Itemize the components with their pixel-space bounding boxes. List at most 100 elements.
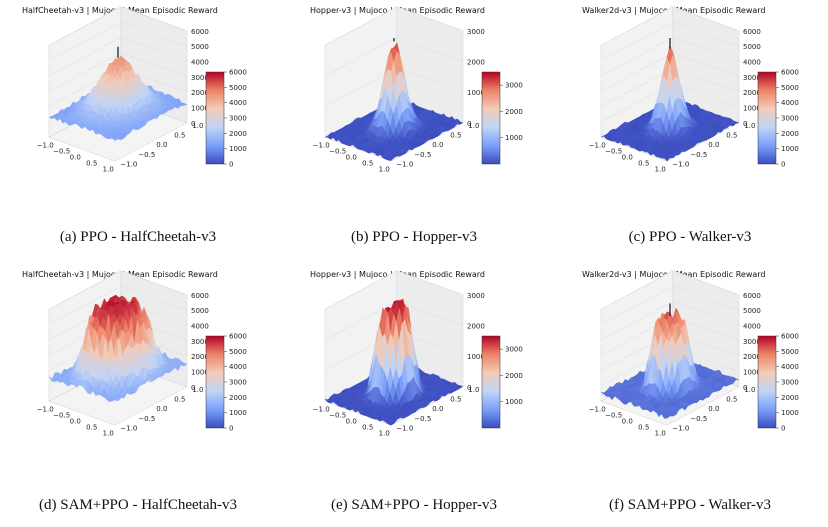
x-tick-label: 1.0 <box>379 166 390 174</box>
x-tick-label: −0.5 <box>53 148 70 156</box>
z-tick-label: 1000 <box>191 104 209 112</box>
y-tick-label: −1.0 <box>396 424 413 432</box>
colorbar-tick-label: 2000 <box>505 372 523 380</box>
x-tick-label: 0.5 <box>638 424 649 432</box>
z-tick-label: 6000 <box>743 292 761 300</box>
colorbar <box>481 335 501 429</box>
gridline <box>600 301 740 341</box>
x-tick-label: 0.5 <box>86 424 97 432</box>
x-tick-label: −0.5 <box>329 148 346 156</box>
surface-facet <box>111 137 119 141</box>
y-tick-label: 1.0 <box>744 122 755 130</box>
z-tick-label: 1000 <box>743 368 761 376</box>
z-tick-label: 0 <box>743 384 747 392</box>
x-tick-label: −0.5 <box>605 148 622 156</box>
y-tick-label: 0.5 <box>450 396 461 404</box>
colorbar-tick-label: 4000 <box>781 363 799 371</box>
z-tick-label: 2000 <box>743 89 761 97</box>
z-tick-label: 6000 <box>191 292 209 300</box>
y-tick-label: −0.5 <box>690 151 707 159</box>
y-tick-label: 1.0 <box>468 386 479 394</box>
gridline <box>48 52 188 92</box>
surface-facet <box>664 415 671 419</box>
z-tick-label: 4000 <box>191 58 209 66</box>
colorbar-tick-label: 5000 <box>229 348 247 356</box>
x-tick-label: −1.0 <box>589 142 606 150</box>
colorbar <box>757 335 777 429</box>
colorbar-tick-label: 0 <box>781 425 785 433</box>
gridline <box>48 270 188 310</box>
colorbar-tick-label: 3000 <box>781 115 799 123</box>
gridline <box>48 6 188 46</box>
colorbar-tick-label: 5000 <box>781 348 799 356</box>
colorbar-tick-label: 2000 <box>229 394 247 402</box>
y-tick-label: −1.0 <box>396 160 413 168</box>
y-tick-label: −1.0 <box>120 424 137 432</box>
y-tick-label: 0.0 <box>432 405 443 413</box>
z-tick-label: 3000 <box>743 338 761 346</box>
colorbar-tick-label: 1000 <box>505 134 523 142</box>
z-tick-label: 1000 <box>743 104 761 112</box>
surface-plot: −1.0−0.50.00.51.01.00.50.0−0.5−1.0010002… <box>313 6 523 174</box>
gridline <box>600 270 740 310</box>
colorbar-tick-label: 4000 <box>229 363 247 371</box>
surface <box>48 294 188 402</box>
x-tick-label: 0.5 <box>638 160 649 168</box>
x-tick-label: 0.5 <box>362 160 373 168</box>
x-tick-label: 1.0 <box>379 430 390 438</box>
x-tick-label: 0.0 <box>70 154 81 162</box>
y-tick-label: −1.0 <box>120 160 137 168</box>
surface <box>600 307 740 419</box>
colorbar-tick-label: 3000 <box>781 379 799 387</box>
colorbar-tick-label: 0 <box>229 425 233 433</box>
surface <box>48 55 188 141</box>
surface-plot: −1.0−0.50.00.51.01.00.50.0−0.5−1.0010002… <box>37 270 247 438</box>
panel-e: Hopper-v3 | Mujoco | Mean Episodic Rewar… <box>276 264 552 527</box>
gridline <box>600 316 740 356</box>
colorbar-tick-label: 2000 <box>505 108 523 116</box>
figure-caption: (f) SAM+PPO - Walker-v3 <box>608 497 772 513</box>
gridline <box>600 285 740 325</box>
y-tick-label: 0.5 <box>726 396 737 404</box>
y-tick-label: −0.5 <box>138 151 155 159</box>
panel-d: HalfCheetah-v3 | Mujoco | Mean Episodic … <box>0 264 276 527</box>
colorbar-tick-label: 3000 <box>229 379 247 387</box>
x-tick-label: −0.5 <box>53 412 70 420</box>
gridline <box>324 270 464 310</box>
panel-c: Walker2d-v3 | Mujoco | Mean Episodic Rew… <box>552 0 828 263</box>
colorbar-tick-label: 6000 <box>229 69 247 77</box>
y-tick-label: 1.0 <box>744 386 755 394</box>
surface-plot: −1.0−0.50.00.51.01.00.50.0−0.5−1.0010002… <box>589 270 799 438</box>
figure-caption: (b) PPO - Hopper-v3 <box>351 229 477 245</box>
y-tick-label: 0.0 <box>708 405 719 413</box>
x-tick-label: −1.0 <box>313 406 330 414</box>
y-tick-label: −0.5 <box>414 415 431 423</box>
x-tick-label: −0.5 <box>329 412 346 420</box>
gridline <box>48 37 188 77</box>
x-tick-label: −0.5 <box>605 412 622 420</box>
z-tick-label: 2000 <box>467 58 485 66</box>
colorbar-tick-label: 1000 <box>229 145 247 153</box>
y-tick-label: 0.5 <box>174 396 185 404</box>
z-tick-label: 0 <box>191 384 195 392</box>
colorbar <box>481 71 501 165</box>
colorbar-tick-label: 5000 <box>781 84 799 92</box>
colorbar-tick-label: 6000 <box>229 333 247 341</box>
x-tick-label: −1.0 <box>37 406 54 414</box>
gridline <box>324 37 464 77</box>
figure-caption: (d) SAM+PPO - HalfCheetah-v3 <box>38 497 238 513</box>
colorbar-tick-label: 4000 <box>781 99 799 107</box>
colorbar-tick-label: 1000 <box>781 145 799 153</box>
y-tick-label: −0.5 <box>690 415 707 423</box>
colorbar-tick-label: 2000 <box>781 130 799 138</box>
z-tick-label: 2000 <box>743 353 761 361</box>
x-tick-label: 0.5 <box>86 160 97 168</box>
panel-f: Walker2d-v3 | Mujoco | Mean Episodic Rew… <box>552 264 828 527</box>
colorbar <box>205 71 225 165</box>
surface-plot: −1.0−0.50.00.51.01.00.50.0−0.5−1.0010002… <box>37 6 247 174</box>
z-tick-label: 3000 <box>467 28 485 36</box>
x-tick-label: −1.0 <box>589 406 606 414</box>
z-tick-label: 3000 <box>743 74 761 82</box>
x-tick-label: 0.0 <box>346 418 357 426</box>
figure-caption: (a) PPO - HalfCheetah-v3 <box>59 229 217 245</box>
